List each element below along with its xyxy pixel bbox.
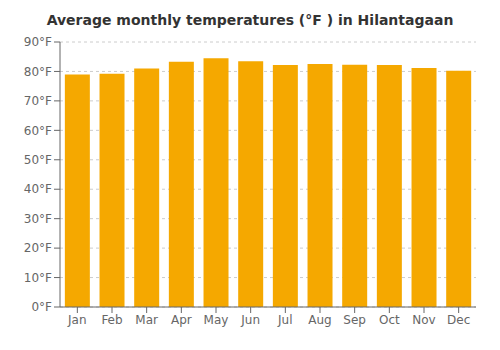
svg-text:May: May [204,313,229,327]
svg-text:Jan: Jan [67,313,87,327]
svg-text:40°F: 40°F [24,182,52,196]
svg-text:10°F: 10°F [24,271,52,285]
svg-text:Feb: Feb [101,313,122,327]
svg-text:60°F: 60°F [24,124,52,138]
svg-text:Aug: Aug [308,313,331,327]
svg-text:Mar: Mar [135,313,158,327]
svg-text:Nov: Nov [412,313,435,327]
svg-text:Jun: Jun [240,313,260,327]
svg-text:50°F: 50°F [24,153,52,167]
svg-text:80°F: 80°F [24,65,52,79]
html-text:Average monthly temperatures (: Average monthly temperatures (°F ) in Hi… [46,12,454,28]
svg-text:70°F: 70°F [24,94,52,108]
svg-text:0°F: 0°F [31,300,52,314]
svg-text:30°F: 30°F [24,212,52,226]
svg-text:Sep: Sep [343,313,366,327]
svg-text:20°F: 20°F [24,241,52,255]
svg-text:90°F: 90°F [24,35,52,49]
svg-text:Dec: Dec [447,313,470,327]
svg-text:Apr: Apr [171,313,192,327]
svg-text:Oct: Oct [379,313,400,327]
svg-text:Jul: Jul [277,313,292,327]
